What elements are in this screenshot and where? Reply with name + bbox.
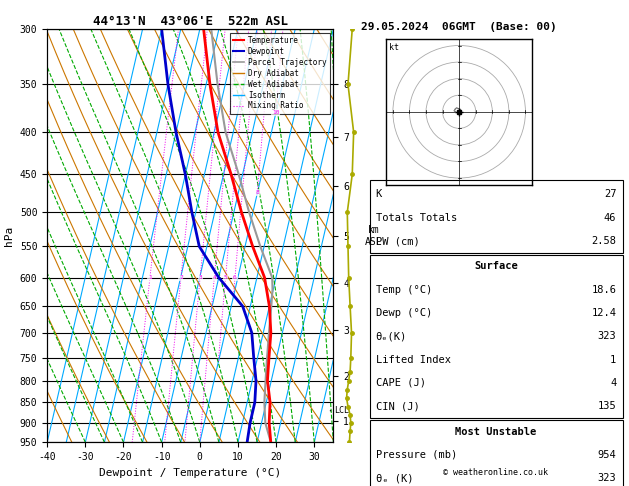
X-axis label: Dewpoint / Temperature (°C): Dewpoint / Temperature (°C) [99,468,281,478]
Text: Most Unstable: Most Unstable [455,427,537,436]
Y-axis label: hPa: hPa [4,226,14,246]
Text: 12.4: 12.4 [591,308,616,318]
Text: 4: 4 [213,276,216,280]
Text: θₑ(K): θₑ(K) [376,331,407,341]
Text: CAPE (J): CAPE (J) [376,378,425,388]
Text: Pressure (mb): Pressure (mb) [376,450,457,460]
Text: 4: 4 [610,378,616,388]
Text: 323: 323 [598,473,616,483]
Text: 6: 6 [233,276,237,280]
Text: 1: 1 [148,276,152,280]
Text: 323: 323 [598,331,616,341]
Title: 44°13'N  43°06'E  522m ASL: 44°13'N 43°06'E 522m ASL [92,15,288,28]
Text: 954: 954 [598,450,616,460]
Text: LCL: LCL [335,406,350,415]
Text: 135: 135 [598,401,616,411]
Text: 5: 5 [224,276,228,280]
Text: 3: 3 [198,276,202,280]
Text: K: K [376,190,382,199]
Text: 18.6: 18.6 [591,285,616,295]
Text: CIN (J): CIN (J) [376,401,420,411]
Text: kt: kt [389,43,399,52]
Text: 46: 46 [604,213,616,223]
Text: Totals Totals: Totals Totals [376,213,457,223]
Text: Lifted Index: Lifted Index [376,355,450,364]
Text: 2.58: 2.58 [591,236,616,246]
Legend: Temperature, Dewpoint, Parcel Trajectory, Dry Adiabat, Wet Adiabat, Isotherm, Mi: Temperature, Dewpoint, Parcel Trajectory… [230,33,330,114]
Text: Temp (°C): Temp (°C) [376,285,431,295]
Text: 1: 1 [610,355,616,364]
Text: θₑ (K): θₑ (K) [376,473,413,483]
Text: Dewp (°C): Dewp (°C) [376,308,431,318]
Text: Surface: Surface [474,261,518,271]
Y-axis label: km
ASL: km ASL [365,225,383,246]
Text: 2: 2 [179,276,183,280]
Text: 27: 27 [604,190,616,199]
Text: 10: 10 [272,110,279,115]
Text: 29.05.2024  06GMT  (Base: 00): 29.05.2024 06GMT (Base: 00) [361,22,557,32]
Text: 8: 8 [255,190,259,195]
Text: © weatheronline.co.uk: © weatheronline.co.uk [443,468,548,477]
Text: PW (cm): PW (cm) [376,236,420,246]
